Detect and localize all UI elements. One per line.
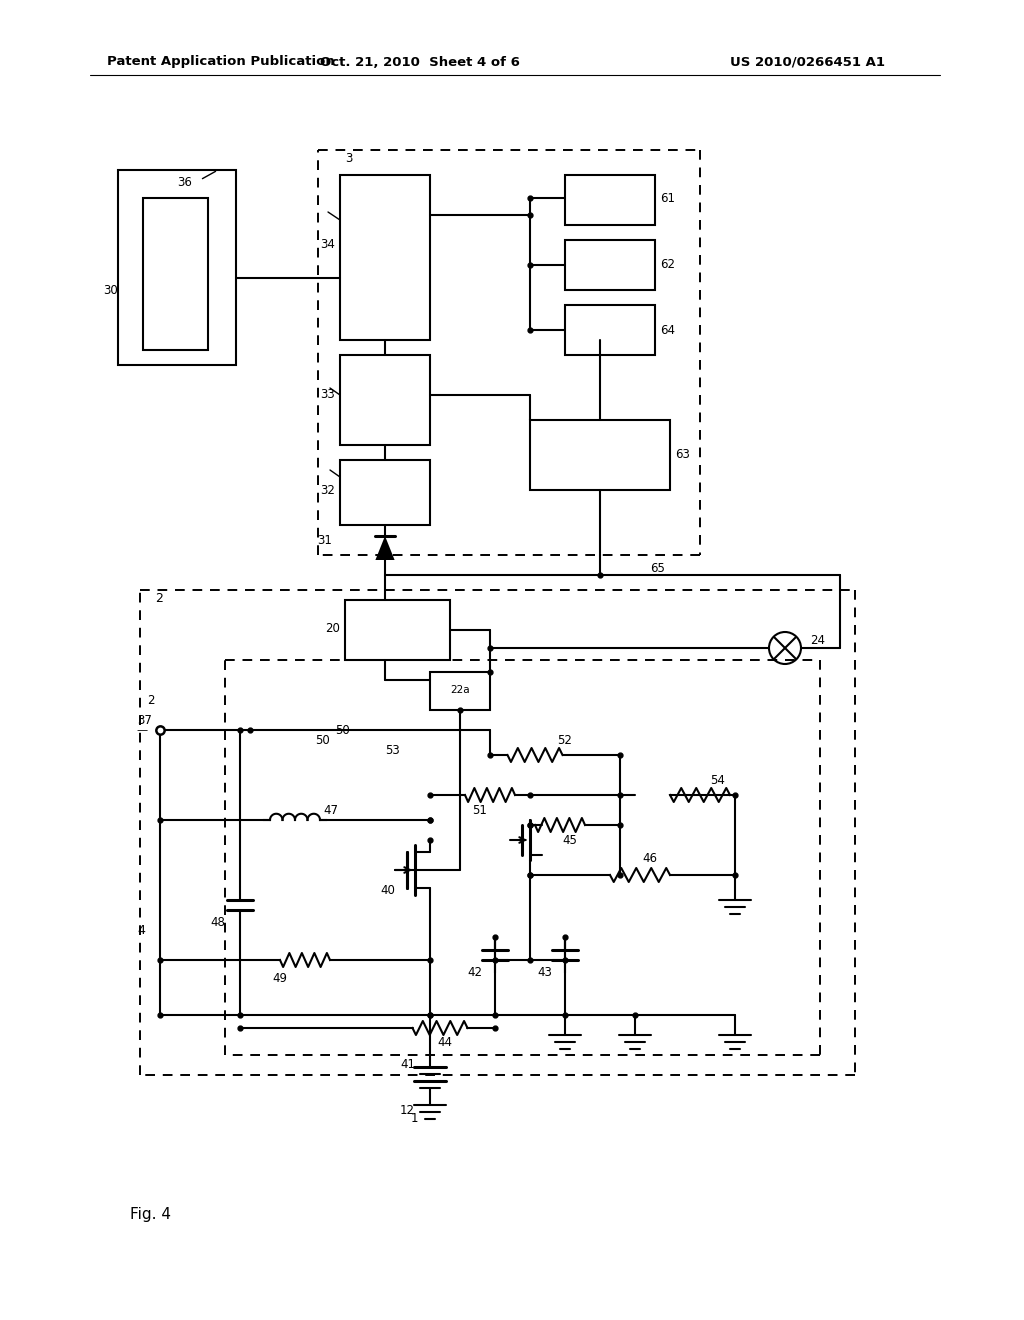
Text: 62: 62 bbox=[660, 259, 675, 272]
Text: 3: 3 bbox=[345, 152, 352, 165]
Bar bbox=[565, 176, 655, 224]
Bar bbox=[340, 459, 430, 525]
Text: Oct. 21, 2010  Sheet 4 of 6: Oct. 21, 2010 Sheet 4 of 6 bbox=[321, 55, 520, 69]
Text: 33: 33 bbox=[321, 388, 335, 401]
Text: 46: 46 bbox=[642, 851, 657, 865]
Text: 30: 30 bbox=[103, 284, 118, 297]
Bar bbox=[430, 672, 490, 710]
Polygon shape bbox=[376, 536, 394, 560]
Bar bbox=[565, 305, 655, 355]
Text: Patent Application Publication: Patent Application Publication bbox=[106, 55, 335, 69]
Text: 22a: 22a bbox=[451, 685, 470, 696]
Text: 50: 50 bbox=[335, 723, 350, 737]
Text: 43: 43 bbox=[538, 965, 552, 978]
Text: 61: 61 bbox=[660, 191, 675, 205]
Text: 32: 32 bbox=[321, 483, 335, 496]
Text: 37: 37 bbox=[137, 714, 152, 726]
Text: 48: 48 bbox=[210, 916, 225, 928]
Text: 65: 65 bbox=[650, 561, 665, 574]
Text: 51: 51 bbox=[472, 804, 487, 817]
Text: 40: 40 bbox=[380, 883, 395, 896]
Text: 24: 24 bbox=[810, 634, 825, 647]
Bar bbox=[565, 240, 655, 290]
Text: 49: 49 bbox=[272, 972, 287, 985]
Bar bbox=[340, 355, 430, 445]
Text: 1: 1 bbox=[411, 1111, 418, 1125]
Bar bbox=[530, 420, 670, 490]
Text: 53: 53 bbox=[385, 743, 400, 756]
Text: 52: 52 bbox=[557, 734, 572, 747]
Bar bbox=[340, 176, 430, 341]
Text: 12: 12 bbox=[400, 1104, 415, 1117]
Text: 41: 41 bbox=[400, 1059, 415, 1072]
Bar bbox=[143, 198, 208, 350]
Text: 2: 2 bbox=[147, 693, 155, 706]
Text: Fig. 4: Fig. 4 bbox=[130, 1208, 171, 1222]
Text: 31: 31 bbox=[317, 533, 332, 546]
Bar bbox=[118, 170, 236, 366]
Text: 4: 4 bbox=[137, 924, 145, 936]
Text: 64: 64 bbox=[660, 323, 675, 337]
Text: 2: 2 bbox=[155, 591, 163, 605]
Text: 42: 42 bbox=[467, 965, 482, 978]
Text: 34: 34 bbox=[321, 239, 335, 252]
Text: 47: 47 bbox=[323, 804, 338, 817]
Text: 50: 50 bbox=[315, 734, 330, 747]
Text: 20: 20 bbox=[326, 622, 340, 635]
Text: 45: 45 bbox=[562, 833, 578, 846]
Text: —: — bbox=[137, 725, 148, 735]
Text: 54: 54 bbox=[711, 774, 725, 787]
Text: 63: 63 bbox=[675, 449, 690, 462]
Text: 36: 36 bbox=[177, 177, 193, 190]
Bar bbox=[345, 601, 450, 660]
Text: 44: 44 bbox=[437, 1036, 453, 1049]
Text: US 2010/0266451 A1: US 2010/0266451 A1 bbox=[730, 55, 885, 69]
